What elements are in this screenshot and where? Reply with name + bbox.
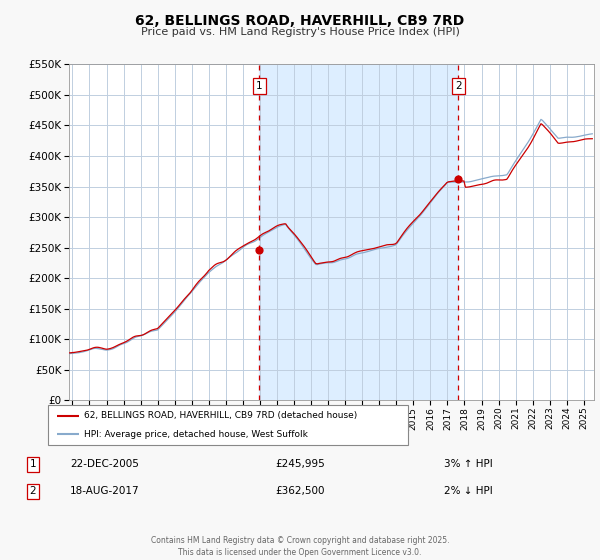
Text: 2% ↓ HPI: 2% ↓ HPI bbox=[443, 486, 493, 496]
Text: 22-DEC-2005: 22-DEC-2005 bbox=[71, 459, 139, 469]
Text: 2: 2 bbox=[29, 486, 37, 496]
Text: £362,500: £362,500 bbox=[275, 486, 325, 496]
Point bbox=[254, 246, 264, 255]
Text: 2: 2 bbox=[455, 81, 461, 91]
Point bbox=[454, 175, 463, 184]
Text: 1: 1 bbox=[256, 81, 263, 91]
Text: 62, BELLINGS ROAD, HAVERHILL, CB9 7RD: 62, BELLINGS ROAD, HAVERHILL, CB9 7RD bbox=[136, 14, 464, 28]
Text: Contains HM Land Registry data © Crown copyright and database right 2025.
This d: Contains HM Land Registry data © Crown c… bbox=[151, 536, 449, 557]
Text: Price paid vs. HM Land Registry's House Price Index (HPI): Price paid vs. HM Land Registry's House … bbox=[140, 27, 460, 37]
Bar bbox=[259, 64, 458, 400]
Text: 1: 1 bbox=[29, 459, 37, 469]
Text: 18-AUG-2017: 18-AUG-2017 bbox=[70, 486, 140, 496]
Text: 62, BELLINGS ROAD, HAVERHILL, CB9 7RD (detached house): 62, BELLINGS ROAD, HAVERHILL, CB9 7RD (d… bbox=[84, 411, 357, 420]
Text: HPI: Average price, detached house, West Suffolk: HPI: Average price, detached house, West… bbox=[84, 430, 308, 439]
Text: £245,995: £245,995 bbox=[275, 459, 325, 469]
Text: 3% ↑ HPI: 3% ↑ HPI bbox=[443, 459, 493, 469]
